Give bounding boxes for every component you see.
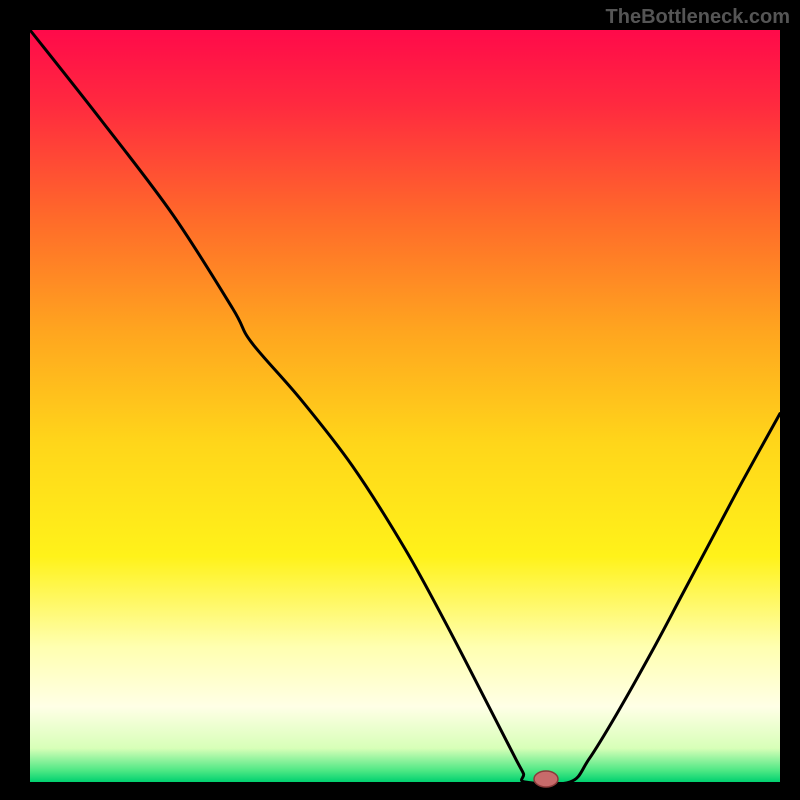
plot-area (30, 30, 780, 782)
watermark-text: TheBottleneck.com (606, 6, 790, 29)
bottleneck-chart (0, 0, 800, 800)
optimal-point-marker (534, 771, 558, 787)
